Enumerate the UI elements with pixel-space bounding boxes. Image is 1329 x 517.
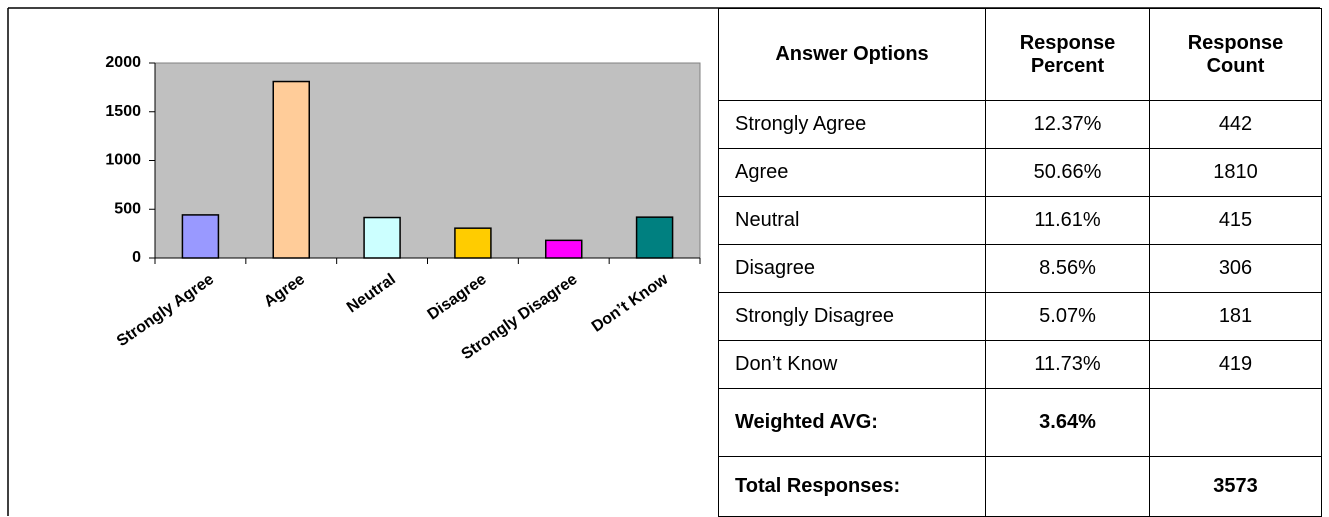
x-tick-label: Don’t Know xyxy=(589,270,672,335)
y-tick-label: 0 xyxy=(132,249,141,266)
x-tick-label: Disagree xyxy=(425,271,490,324)
cell: Strongly Agree xyxy=(718,100,986,149)
bar xyxy=(635,216,674,259)
header-cell: Answer Options xyxy=(718,8,986,101)
table-row: Neutral 11.61% 415 xyxy=(718,196,1322,245)
bar xyxy=(545,239,583,259)
cell: 5.07% xyxy=(985,292,1150,341)
table-row: Strongly Disagree 5.07% 181 xyxy=(718,292,1322,341)
header-cell: Response Percent xyxy=(985,8,1150,101)
cell: Agree xyxy=(718,148,986,197)
cell: Strongly Disagree xyxy=(718,292,986,341)
y-tick-label: 1000 xyxy=(105,152,141,169)
y-tick-label: 2000 xyxy=(105,54,141,71)
y-tick-label: 500 xyxy=(114,200,141,217)
cell xyxy=(1149,388,1322,457)
cell: 181 xyxy=(1149,292,1322,341)
bar xyxy=(454,227,492,259)
cell: 3573 xyxy=(1149,456,1322,517)
cell: 419 xyxy=(1149,340,1322,389)
cell: 11.73% xyxy=(985,340,1150,389)
total-row: Total Responses: 3573 xyxy=(718,456,1322,517)
bar xyxy=(363,216,401,259)
weighted-row: Weighted AVG: 3.64% xyxy=(718,388,1322,457)
cell: 1810 xyxy=(1149,148,1322,197)
cell: Disagree xyxy=(718,244,986,293)
cell: Weighted AVG: xyxy=(718,388,986,457)
cell: Total Responses: xyxy=(718,456,986,517)
cell xyxy=(985,456,1150,517)
cell: 306 xyxy=(1149,244,1322,293)
header-cell: Response Count xyxy=(1149,8,1322,101)
y-tick-label: 1500 xyxy=(105,103,141,120)
cell: Don’t Know xyxy=(718,340,986,389)
table-row: Strongly Agree 12.37% 442 xyxy=(718,100,1322,149)
cell: Neutral xyxy=(718,196,986,245)
bar xyxy=(181,214,220,259)
bar xyxy=(272,80,310,259)
data-table: Answer Options Response Percent Response… xyxy=(718,8,1322,517)
plot-area xyxy=(154,62,701,259)
table-row: Disagree 8.56% 306 xyxy=(718,244,1322,293)
x-tick-label: Neutral xyxy=(344,271,399,317)
cell: 11.61% xyxy=(985,196,1150,245)
cell: 442 xyxy=(1149,100,1322,149)
cell: 3.64% xyxy=(985,388,1150,457)
header-row: Answer Options Response Percent Response… xyxy=(718,8,1322,101)
table-row: Agree 50.66% 1810 xyxy=(718,148,1322,197)
cell: 8.56% xyxy=(985,244,1150,293)
cell: 415 xyxy=(1149,196,1322,245)
cell: 50.66% xyxy=(985,148,1150,197)
table-row: Don’t Know 11.73% 419 xyxy=(718,340,1322,389)
x-tick-label: Agree xyxy=(261,271,308,311)
x-tick-label: Strongly Agree xyxy=(114,271,217,350)
cell: 12.37% xyxy=(985,100,1150,149)
